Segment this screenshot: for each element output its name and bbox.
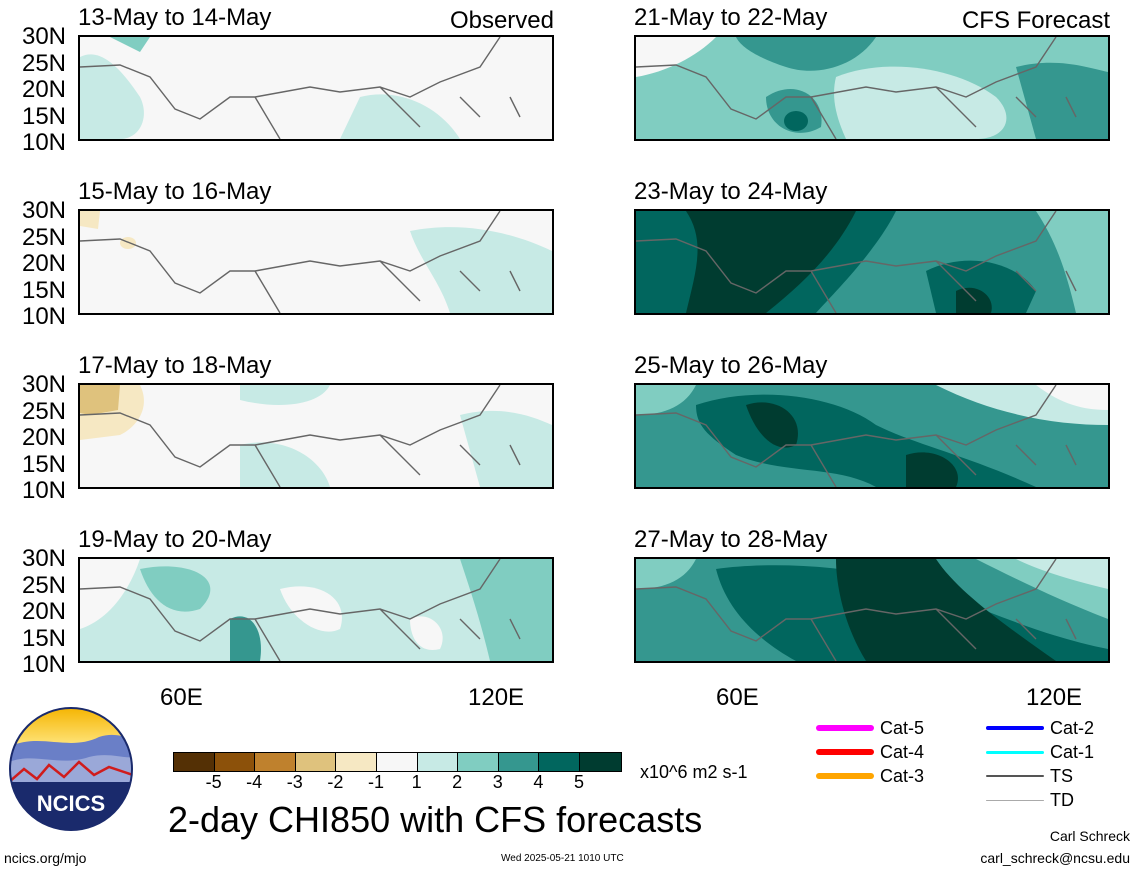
colorbar-tick-label: 4 xyxy=(533,772,544,792)
map-panel-forecast-3 xyxy=(634,383,1110,489)
footer-email: carl_schreck@ncsu.edu xyxy=(980,850,1130,866)
map-panel-observed-2 xyxy=(78,209,554,315)
legend-swatch xyxy=(986,726,1044,730)
ncics-logo: NCICS xyxy=(9,707,133,831)
colorbar-segment xyxy=(458,753,499,771)
legend-item-cat1: Cat-1 xyxy=(986,742,1094,762)
lat-label: 15N xyxy=(21,451,66,478)
legend-label: Cat-1 xyxy=(1050,742,1095,762)
lat-label: 20N xyxy=(21,424,66,451)
panel-title-observed-1: 13-May to 14-May xyxy=(78,4,272,31)
footer-timestamp: Wed 2025-05-21 1010 UTC xyxy=(501,853,624,864)
panel-title-forecast-1: 21-May to 22-May xyxy=(634,4,828,31)
lat-label: 25N xyxy=(21,50,66,77)
legend-item-ts: TS xyxy=(986,766,1073,786)
lon-label-120e-right: 120E xyxy=(1026,684,1083,711)
map-panel-observed-3 xyxy=(78,383,554,489)
colorbar-tick-label: -4 xyxy=(246,772,263,792)
colorbar-segment xyxy=(579,753,621,771)
legend-item-cat5: Cat-5 xyxy=(816,718,924,738)
panel-title-forecast-2: 23-May to 24-May xyxy=(634,178,828,205)
panel-title-observed-4: 19-May to 20-May xyxy=(78,526,272,553)
legend-item-cat4: Cat-4 xyxy=(816,742,924,762)
map-panel-forecast-1 xyxy=(634,35,1110,141)
lat-label: 25N xyxy=(21,224,66,251)
map-panel-forecast-2 xyxy=(634,209,1110,315)
lat-label: 15N xyxy=(21,103,66,130)
lat-label: 30N xyxy=(21,23,66,50)
legend-swatch xyxy=(986,775,1044,777)
colorbar-units: x10^6 m2 s-1 xyxy=(640,762,748,782)
colorbar-segment xyxy=(417,753,459,771)
lat-label: 20N xyxy=(21,76,66,103)
colorbar-tick-label: -1 xyxy=(367,772,384,792)
colorbar-tick-label: 1 xyxy=(411,772,422,792)
lat-label: 20N xyxy=(21,250,66,277)
panel-title-observed-3: 17-May to 18-May xyxy=(78,352,272,379)
lat-label: 10N xyxy=(21,129,66,156)
lat-label: 10N xyxy=(21,651,66,678)
legend-label: Cat-5 xyxy=(880,718,925,738)
legend-label: Cat-4 xyxy=(880,742,925,762)
panel-title-observed-2: 15-May to 16-May xyxy=(78,178,272,205)
lat-label: 10N xyxy=(21,477,66,504)
lon-label-60e-left: 60E xyxy=(160,684,203,711)
legend-label: TD xyxy=(1050,790,1074,810)
legend-swatch xyxy=(816,725,874,731)
lat-label: 25N xyxy=(21,398,66,425)
footer-url: ncics.org/mjo xyxy=(4,850,87,866)
legend-label: Cat-2 xyxy=(1050,718,1095,738)
lat-label: 10N xyxy=(21,303,66,330)
lat-label: 30N xyxy=(21,197,66,224)
legend-swatch xyxy=(816,749,874,755)
colorbar-segment xyxy=(174,753,215,771)
page-title: 2-day CHI850 with CFS forecasts xyxy=(168,799,703,840)
lat-label: 15N xyxy=(21,277,66,304)
colorbar-segment xyxy=(336,753,377,771)
lat-label: 30N xyxy=(21,371,66,398)
colorbar-tick-label: 2 xyxy=(452,772,463,792)
legend-label: TS xyxy=(1050,766,1074,786)
map-panel-forecast-4 xyxy=(634,557,1110,663)
legend-swatch xyxy=(816,773,874,779)
legend-swatch xyxy=(986,799,1044,801)
colorbar-segment xyxy=(539,753,580,771)
footer-author: Carl Schreck xyxy=(1049,828,1130,844)
colorbar-segment xyxy=(255,753,296,771)
legend-item-td: TD xyxy=(986,790,1074,810)
observed-tag: Observed xyxy=(449,7,554,34)
colorbar-tick-label: -2 xyxy=(327,772,344,792)
lon-label-60e-right: 60E xyxy=(716,684,759,711)
ncics-logo-text: NCICS xyxy=(37,791,105,816)
colorbar-tick-label: -3 xyxy=(286,772,303,792)
legend-swatch xyxy=(986,750,1044,754)
colorbar-segment xyxy=(376,753,418,771)
lat-label: 30N xyxy=(21,545,66,572)
legend-item-cat3: Cat-3 xyxy=(816,766,924,786)
panel-title-forecast-3: 25-May to 26-May xyxy=(634,352,828,379)
colorbar-tick-label: 3 xyxy=(492,772,503,792)
lon-label-120e-left: 120E xyxy=(468,684,525,711)
colorbar-segment xyxy=(498,753,540,771)
forecast-tag: CFS Forecast xyxy=(961,7,1110,34)
colorbar xyxy=(173,752,622,772)
colorbar-segment xyxy=(214,753,256,771)
map-panel-observed-4 xyxy=(78,557,554,663)
lat-label: 20N xyxy=(21,598,66,625)
colorbar-tick-label: 5 xyxy=(573,772,584,792)
map-panel-observed-1 xyxy=(78,35,554,141)
lat-label: 25N xyxy=(21,572,66,599)
lat-label: 15N xyxy=(21,625,66,652)
panel-title-forecast-4: 27-May to 28-May xyxy=(634,526,828,553)
legend-item-cat2: Cat-2 xyxy=(986,718,1094,738)
colorbar-segment xyxy=(295,753,337,771)
legend-label: Cat-3 xyxy=(880,766,925,786)
colorbar-tick-label: -5 xyxy=(205,772,222,792)
